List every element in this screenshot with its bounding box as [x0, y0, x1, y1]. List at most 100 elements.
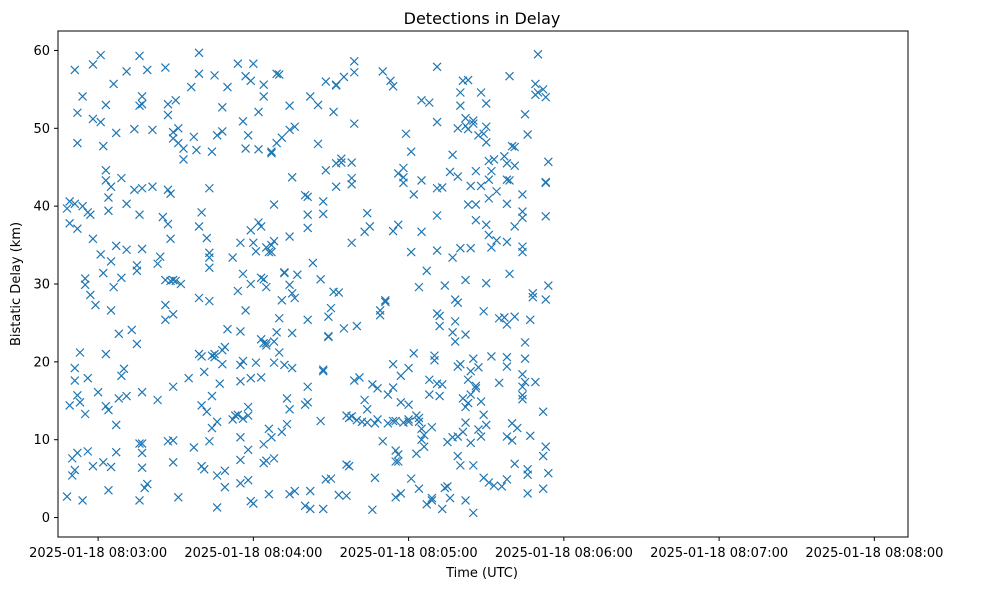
data-point [321, 165, 331, 175]
data-point [259, 80, 269, 90]
data-point [163, 219, 173, 229]
data-point [453, 123, 463, 133]
data-point [502, 362, 512, 371]
data-point [378, 67, 388, 76]
data-point [486, 242, 496, 252]
data-point [223, 324, 232, 334]
data-point [104, 193, 113, 203]
data-point [334, 490, 344, 500]
data-point [305, 486, 315, 496]
data-point [414, 413, 424, 423]
data-point [210, 352, 219, 362]
data-point [468, 508, 478, 518]
data-point [502, 237, 512, 247]
data-point [238, 414, 248, 424]
data-point [391, 446, 401, 456]
data-point [375, 306, 385, 315]
data-point [406, 474, 416, 484]
data-point [474, 130, 483, 140]
data-point [437, 504, 447, 514]
data-point [122, 67, 131, 76]
data-point [287, 328, 297, 338]
data-point [163, 185, 173, 195]
data-point [380, 297, 390, 307]
data-point [474, 362, 483, 372]
data-point [417, 95, 426, 105]
data-point [339, 72, 349, 82]
data-point [466, 390, 476, 399]
data-point [339, 323, 349, 333]
chart-title: Detections in Delay [404, 9, 561, 28]
data-point [505, 176, 514, 185]
data-point [484, 175, 494, 185]
data-point [246, 279, 256, 289]
data-point [502, 432, 512, 442]
data-point [78, 91, 88, 101]
data-point [543, 281, 553, 290]
data-point [246, 373, 256, 383]
data-point [96, 50, 106, 60]
data-point [251, 358, 261, 368]
data-point [116, 273, 126, 283]
y-tick-label: 30 [33, 278, 50, 293]
data-point [72, 224, 82, 234]
data-point [313, 139, 323, 149]
data-point [365, 221, 375, 231]
data-point [285, 404, 295, 414]
data-point [347, 238, 357, 248]
y-axis-label: Bistatic Delay (km) [9, 222, 24, 346]
data-point [518, 390, 527, 400]
data-point [256, 221, 266, 231]
data-point [303, 192, 313, 202]
data-point [176, 279, 186, 289]
data-point [471, 381, 481, 391]
data-point [269, 200, 279, 210]
x-tick-label: 2025-01-18 08:08:00 [805, 546, 943, 561]
data-point [65, 197, 75, 206]
data-point [75, 348, 85, 357]
data-point [347, 179, 357, 189]
data-point [135, 51, 144, 61]
data-point [212, 471, 222, 480]
data-point [207, 423, 217, 433]
data-point [119, 364, 129, 374]
data-point [541, 295, 551, 304]
data-point [101, 176, 111, 185]
data-point [160, 315, 170, 325]
data-point [388, 81, 398, 91]
data-point [111, 420, 121, 430]
data-point [533, 88, 543, 97]
data-point [184, 373, 194, 383]
data-point [261, 338, 271, 348]
data-point [303, 382, 313, 392]
data-point [228, 253, 238, 262]
data-point [173, 492, 183, 502]
data-point [518, 213, 527, 223]
data-point [318, 366, 328, 376]
data-point [417, 227, 426, 237]
data-point [463, 200, 473, 210]
data-point [499, 313, 509, 322]
data-point [171, 95, 181, 105]
data-point [272, 327, 282, 337]
data-point [386, 76, 395, 86]
data-point [285, 489, 295, 499]
data-point [290, 486, 300, 496]
data-point [137, 91, 147, 101]
data-point [466, 366, 476, 376]
data-point [476, 181, 486, 191]
data-point [259, 91, 269, 101]
data-point [166, 189, 175, 199]
data-point [279, 360, 289, 370]
data-point [303, 210, 313, 220]
data-point [466, 438, 476, 448]
data-point [349, 119, 359, 129]
data-point [422, 266, 432, 276]
data-point [264, 489, 274, 499]
data-point [453, 172, 463, 181]
data-point [316, 274, 326, 284]
data-point [455, 359, 465, 369]
data-point [419, 442, 429, 452]
y-tick-label: 40 [33, 200, 50, 215]
data-point [235, 478, 245, 488]
